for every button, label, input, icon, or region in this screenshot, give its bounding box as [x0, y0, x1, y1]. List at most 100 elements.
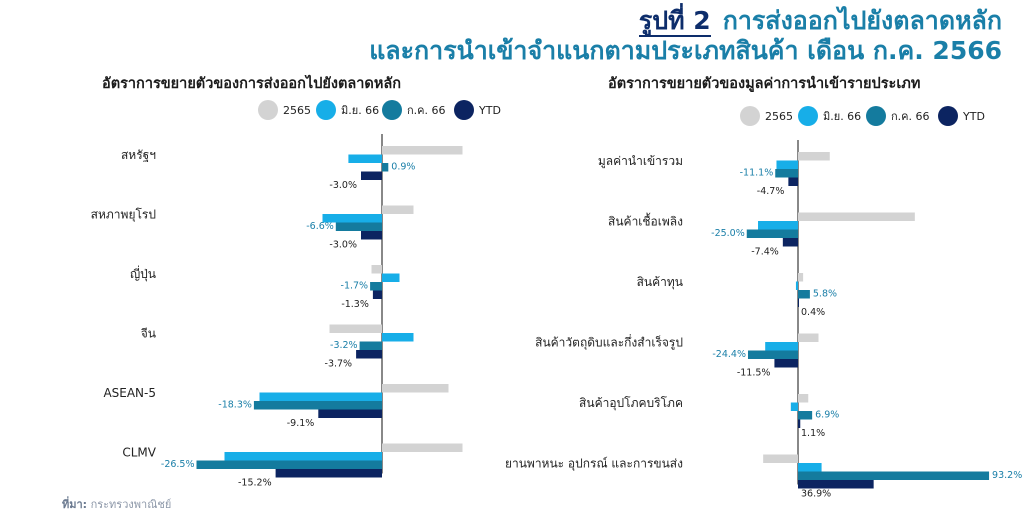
bar-1-5 — [798, 463, 822, 472]
data-label-2-1: -25.0% — [711, 228, 745, 239]
legend-label-2: ก.ค. 66 — [407, 104, 446, 117]
bar-2-3 — [359, 341, 382, 350]
data-label-3-0: -4.7% — [757, 186, 785, 197]
legend-label-3: YTD — [962, 110, 985, 123]
data-label-2-0: -11.1% — [740, 168, 774, 179]
data-label-3-2: 0.4% — [801, 307, 825, 318]
bar-1-2 — [382, 273, 400, 282]
bar-3-1 — [782, 238, 798, 247]
bar-2-2 — [370, 282, 382, 291]
bar-2-5 — [196, 460, 382, 469]
source-text: กระทรวงพาณิชย์ — [90, 498, 172, 511]
category-label-2: สินค้าทุน — [637, 275, 683, 290]
data-label-2-5: -26.5% — [161, 459, 195, 470]
legend-label-2: ก.ค. 66 — [891, 110, 930, 123]
data-label-2-3: -24.4% — [712, 349, 746, 360]
legend-label-0: 2565 — [283, 104, 311, 117]
import-chart-title: อัตราการขยายตัวของมูลค่าการนำเข้ารายประเ… — [608, 76, 921, 92]
bar-3-0 — [361, 171, 382, 180]
bar-2-3 — [747, 350, 798, 359]
data-label-3-0: -3.0% — [329, 180, 357, 191]
title-line-2: และการนำเข้าจำแนกตามประเภทสินค้า เดือน ก… — [369, 35, 1002, 65]
category-label-5: ยานพาหนะ อุปกรณ์ และการขนส่ง — [505, 457, 683, 472]
bar-0-1 — [798, 212, 915, 221]
bar-3-5 — [798, 480, 874, 489]
category-label-5: CLMV — [122, 446, 156, 460]
bar-1-1 — [758, 221, 798, 230]
legend-swatch-0 — [258, 100, 278, 120]
bar-0-0 — [382, 146, 463, 155]
category-label-4: สินค้าอุปโภคบริโภค — [579, 396, 683, 411]
data-label-3-5: 36.9% — [801, 489, 831, 500]
title-line-1: รูปที่ 2 การส่งออกไปยังตลาดหลัก — [369, 6, 1002, 37]
bar-3-1 — [361, 231, 382, 240]
bar-0-2 — [371, 265, 382, 274]
category-label-3: สินค้าวัตถุดิบและกึ่งสำเร็จรูป — [535, 334, 683, 351]
category-label-3: จีน — [141, 327, 156, 341]
bar-1-2 — [795, 281, 798, 290]
data-label-3-4: 1.1% — [801, 428, 825, 439]
category-label-2: ญี่ปุ่น — [130, 265, 156, 282]
data-label-2-5: 93.2% — [992, 470, 1022, 481]
data-label-3-1: -3.0% — [329, 240, 357, 251]
bar-2-1 — [746, 229, 798, 238]
bar-3-5 — [275, 469, 382, 478]
data-label-2-2: -1.7% — [341, 281, 369, 292]
legend-label-3: YTD — [478, 104, 501, 117]
bar-0-0 — [798, 152, 830, 161]
legend-label-1: มิ.ย. 66 — [341, 104, 379, 117]
bar-1-5 — [224, 452, 382, 461]
bar-1-4 — [790, 402, 798, 411]
category-label-1: สหภาพยุโรป — [91, 208, 156, 223]
bar-1-0 — [348, 154, 382, 163]
data-label-3-4: -9.1% — [287, 418, 315, 429]
data-label-3-2: -1.3% — [341, 299, 369, 310]
bar-2-4 — [253, 401, 382, 410]
bar-2-0 — [382, 163, 389, 172]
data-label-3-3: -3.7% — [325, 359, 353, 370]
bar-1-1 — [322, 214, 382, 223]
title-text-1: การส่งออกไปยังตลาดหลัก — [722, 6, 1002, 35]
category-label-4: ASEAN-5 — [103, 386, 156, 400]
export-chart-title: อัตราการขยายตัวของการส่งออกไปยังตลาดหลัก — [102, 76, 402, 92]
legend-swatch-3 — [454, 100, 474, 120]
bar-1-4 — [259, 392, 382, 401]
legend-label-0: 2565 — [765, 110, 793, 123]
bar-3-4 — [798, 419, 801, 428]
bar-3-3 — [356, 350, 382, 359]
category-label-1: สินค้าเชื้อเพลิง — [608, 213, 683, 229]
legend-swatch-1 — [798, 106, 818, 126]
data-label-2-1: -6.6% — [306, 221, 334, 232]
data-label-2-4: 6.9% — [815, 410, 839, 421]
data-label-3-3: -11.5% — [737, 368, 771, 379]
bar-0-3 — [798, 333, 819, 342]
bar-0-5 — [763, 454, 798, 463]
legend-swatch-1 — [316, 100, 336, 120]
bar-2-5 — [798, 471, 990, 480]
bar-0-2 — [798, 273, 804, 282]
source-note: ที่มา: กระทรวงพาณิชย์ — [62, 495, 171, 513]
bar-3-2 — [372, 290, 382, 299]
bar-0-4 — [382, 384, 449, 393]
data-label-2-3: -3.2% — [330, 340, 358, 351]
bar-2-4 — [798, 411, 813, 420]
bar-1-3 — [765, 342, 798, 351]
bar-3-2 — [798, 298, 799, 307]
bar-2-2 — [798, 290, 810, 299]
legend-swatch-2 — [382, 100, 402, 120]
legend-swatch-2 — [866, 106, 886, 126]
data-label-2-0: 0.9% — [391, 162, 415, 173]
category-label-0: มูลค่านำเข้ารวม — [598, 154, 683, 169]
category-label-0: สหรัฐฯ — [121, 148, 156, 162]
bar-0-3 — [329, 324, 382, 333]
bar-3-3 — [774, 359, 798, 368]
legend-label-1: มิ.ย. 66 — [823, 110, 861, 123]
export-growth-chart: 2565 มิ.ย. 66 ก.ค. 66 YTD สหรัฐฯ 0.9% -3.0% สหภ… — [91, 100, 501, 489]
bar-0-4 — [798, 394, 809, 403]
bar-1-0 — [776, 160, 798, 169]
figure-label: รูปที่ 2 — [638, 6, 711, 37]
legend-swatch-3 — [938, 106, 958, 126]
bar-2-0 — [775, 169, 798, 178]
